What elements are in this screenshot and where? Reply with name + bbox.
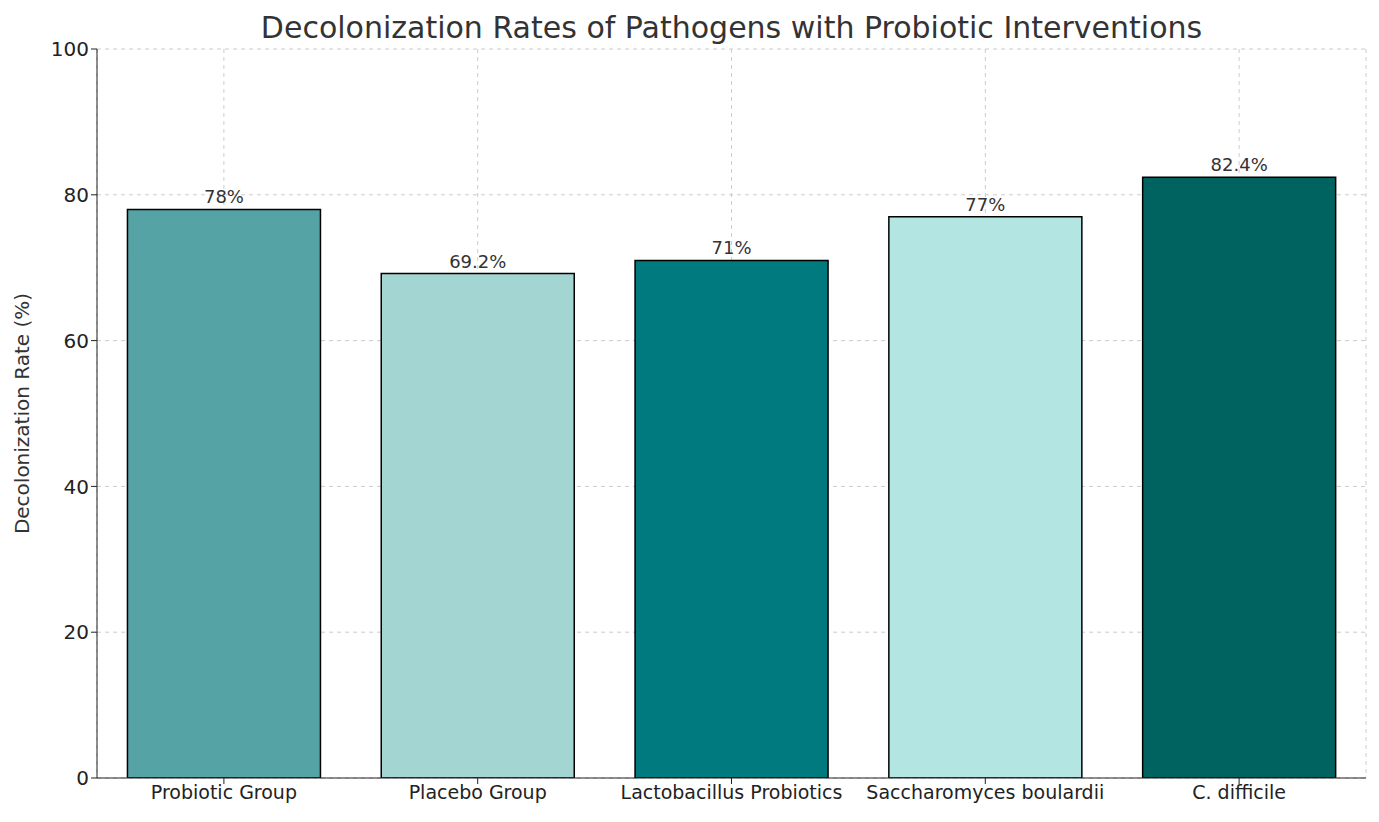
svg-text:C. difficile: C. difficile (1192, 781, 1286, 803)
svg-text:69.2%: 69.2% (449, 251, 506, 272)
svg-text:60: 60 (64, 329, 89, 353)
svg-text:100: 100 (51, 37, 89, 61)
svg-text:Decolonization Rate (%): Decolonization Rate (%) (10, 293, 34, 534)
svg-text:80: 80 (64, 183, 89, 207)
svg-text:Placebo Group: Placebo Group (409, 781, 547, 803)
svg-text:20: 20 (64, 620, 89, 644)
svg-text:77%: 77% (965, 194, 1005, 215)
svg-text:0: 0 (76, 766, 89, 790)
svg-text:82.4%: 82.4% (1211, 154, 1268, 175)
svg-text:Saccharomyces boulardii: Saccharomyces boulardii (866, 781, 1104, 803)
html-text:Decolonization Rates of Pathog: Decolonization Rates of Pathogens with P… (260, 10, 1203, 45)
svg-text:40: 40 (64, 475, 89, 499)
svg-text:71%: 71% (712, 237, 752, 258)
svg-text:Probiotic Group: Probiotic Group (151, 781, 297, 803)
svg-text:Lactobacillus Probiotics: Lactobacillus Probiotics (621, 781, 843, 803)
svg-text:78%: 78% (204, 186, 244, 207)
